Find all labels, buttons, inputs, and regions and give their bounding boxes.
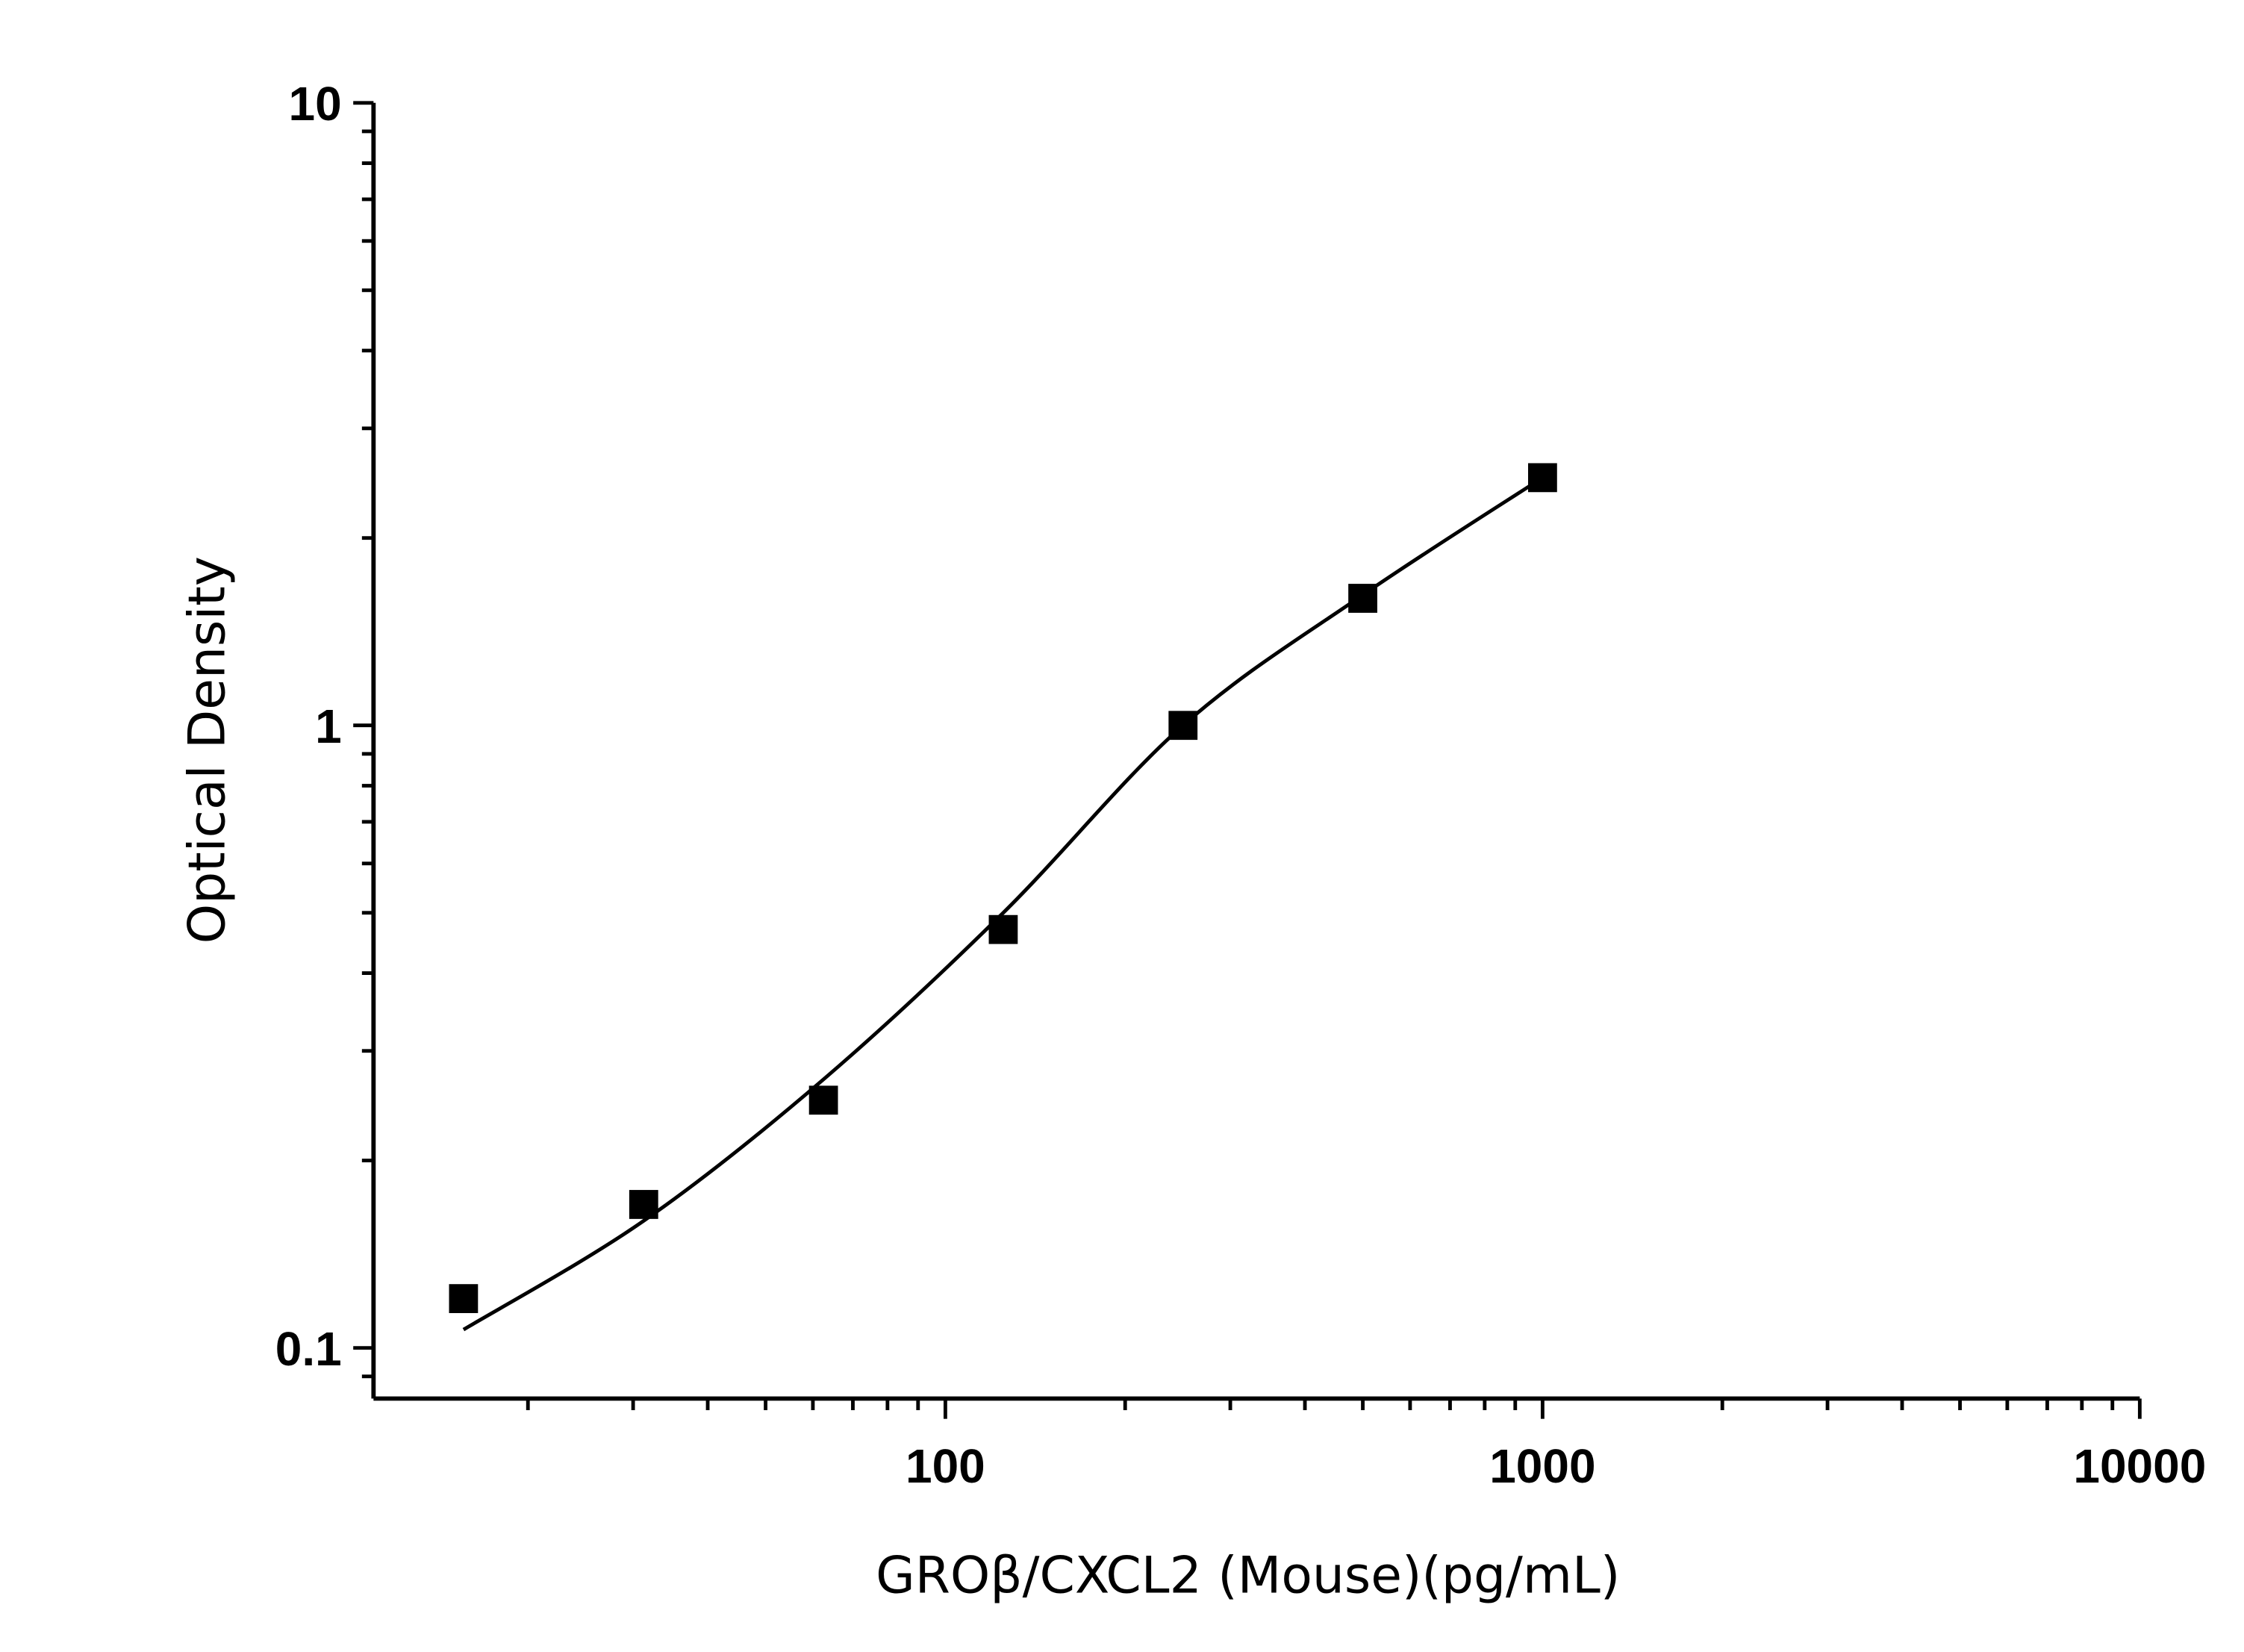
data-point	[1527, 463, 1557, 493]
data-point	[1348, 584, 1377, 613]
axes	[371, 102, 2140, 1401]
y-tick-label: 1	[315, 699, 342, 753]
y-axis-title: Optical Density	[178, 556, 237, 944]
x-tick-label: 1000	[1489, 1439, 1595, 1493]
data-points	[449, 463, 1557, 1313]
data-point	[449, 1284, 479, 1313]
x-tick-label: 10000	[2073, 1439, 2206, 1493]
data-point	[808, 1085, 838, 1115]
data-point	[988, 914, 1018, 944]
y-tick-label: 0.1	[275, 1322, 342, 1376]
y-tick-label: 10	[289, 77, 342, 131]
fit-curve	[462, 476, 1544, 1332]
x-tick-label: 100	[906, 1439, 985, 1493]
x-axis-title: GROβ/CXCL2 (Mouse)(pg/mL)	[876, 1546, 1620, 1605]
ticks: 0.1 1 10 100 1000 10000	[275, 77, 2207, 1493]
data-point	[629, 1190, 658, 1219]
data-point	[1168, 711, 1198, 741]
